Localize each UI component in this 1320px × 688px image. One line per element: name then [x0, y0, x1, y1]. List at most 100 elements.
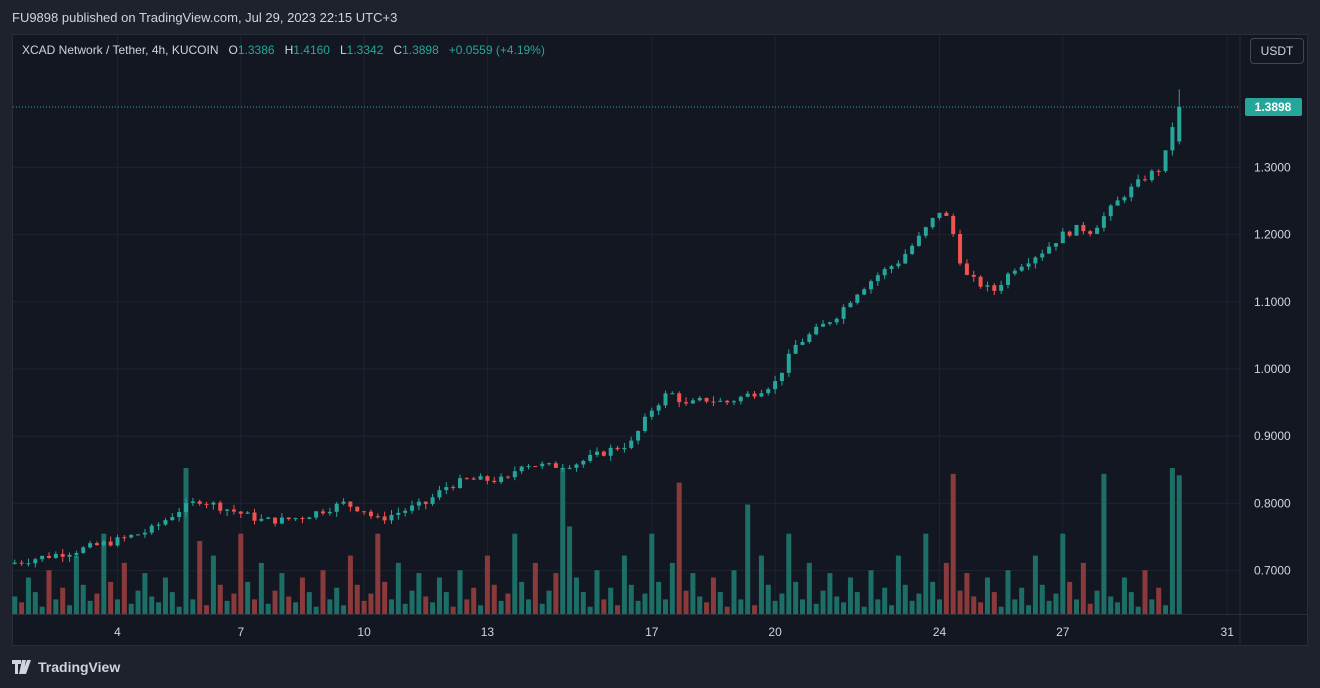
- volume-bar: [94, 593, 100, 614]
- candle-body: [951, 215, 956, 234]
- candle-body: [273, 517, 278, 524]
- candle-body: [595, 451, 599, 455]
- open-label: O: [228, 43, 238, 57]
- x-tick-label: 27: [1056, 625, 1070, 639]
- candle-body: [1136, 179, 1141, 187]
- volume-bar: [519, 581, 525, 614]
- candle-body: [773, 381, 778, 390]
- candle-body: [382, 516, 387, 521]
- volume-bar: [1087, 603, 1093, 614]
- volume-bar: [1074, 599, 1079, 614]
- candle-body: [170, 517, 175, 521]
- x-tick-label: 31: [1221, 625, 1235, 639]
- currency-button[interactable]: USDT: [1250, 38, 1304, 64]
- volume-bar: [690, 573, 696, 614]
- volume-bar: [354, 584, 360, 614]
- volume-bar: [868, 570, 874, 614]
- candle-body: [834, 318, 839, 323]
- volume-bar: [443, 592, 449, 614]
- candle-body: [348, 501, 353, 507]
- volume-bar: [231, 593, 237, 614]
- candle-body: [684, 402, 689, 404]
- candle-body: [896, 263, 901, 267]
- time-axis: 4 7 10 13 17 20 24 27 31: [114, 625, 1234, 639]
- volume-bar: [272, 590, 278, 614]
- volume-bar: [683, 590, 689, 614]
- candle-body: [916, 235, 921, 246]
- candle-body: [451, 487, 456, 489]
- volume-bar: [957, 590, 963, 614]
- candle-body: [889, 266, 894, 270]
- candle-body: [752, 393, 757, 397]
- close-value: 1.3898: [402, 43, 439, 57]
- volume-bar: [1101, 473, 1107, 614]
- volume-bar: [663, 599, 668, 614]
- volume-bar: [416, 573, 422, 614]
- candle-body: [512, 471, 517, 478]
- volume-bar: [430, 602, 436, 614]
- candle-body: [355, 506, 360, 512]
- volume-bar: [142, 573, 148, 614]
- candle-body: [197, 501, 202, 504]
- volume-bar: [341, 605, 347, 614]
- tradingview-footer[interactable]: TradingView: [12, 659, 120, 675]
- y-tick-label: 0.8000: [1254, 496, 1291, 510]
- volume-bar: [827, 573, 833, 614]
- candle-body: [108, 541, 113, 546]
- candle-body: [711, 401, 716, 403]
- volume-bar: [738, 599, 744, 614]
- volume-bar: [553, 573, 559, 614]
- volume-bar: [108, 581, 114, 614]
- volume-bar: [375, 533, 381, 614]
- candle-body: [307, 517, 312, 520]
- candle-body: [677, 393, 682, 403]
- x-tick-label: 20: [768, 625, 782, 639]
- candle-body: [1067, 231, 1072, 236]
- candle-body: [1074, 224, 1079, 236]
- volume-bar: [834, 596, 840, 614]
- candle-body: [101, 541, 106, 546]
- candle-body: [821, 323, 826, 327]
- volume-bar: [573, 577, 579, 614]
- candle-body: [656, 405, 661, 411]
- volume-bar: [937, 599, 942, 614]
- volume-bar: [1080, 562, 1086, 614]
- volume-bar: [87, 600, 93, 614]
- candle-body: [1095, 227, 1100, 234]
- chart-frame[interactable]: [12, 34, 1308, 646]
- volume-bar: [53, 599, 59, 614]
- candle-body: [759, 393, 764, 397]
- candle-body: [238, 511, 243, 514]
- candle-body: [19, 562, 24, 564]
- candle-body: [416, 501, 421, 506]
- volume-bar: [450, 606, 456, 614]
- volume-bar: [608, 587, 614, 614]
- last-price-line: 1.3898: [13, 98, 1302, 117]
- volume-bar: [32, 592, 38, 614]
- candle-body: [903, 253, 908, 264]
- candle-body: [779, 372, 784, 382]
- candle-body: [423, 501, 428, 504]
- last-price-label: 1.3898: [1255, 100, 1292, 114]
- candle-body: [1163, 150, 1168, 172]
- volume-bar: [382, 581, 388, 614]
- candle-body: [622, 447, 627, 450]
- volume-bar: [512, 533, 518, 614]
- candle-body: [574, 464, 579, 468]
- candle-body: [1053, 243, 1058, 247]
- candle-body: [252, 512, 257, 521]
- published-caption: FU9898 published on TradingView.com, Jul…: [12, 10, 398, 25]
- candle-body: [992, 285, 997, 291]
- candle-body: [807, 334, 812, 342]
- volume-bar: [128, 603, 134, 614]
- candle-body: [444, 487, 449, 491]
- last-price-badge: [1245, 98, 1302, 117]
- candle-body: [53, 553, 58, 558]
- candle-body: [40, 555, 45, 560]
- candle-body: [547, 463, 552, 465]
- candle-body: [231, 509, 236, 512]
- volume-bar: [183, 468, 189, 614]
- volume-bar: [669, 562, 675, 614]
- volume-bar: [601, 599, 607, 614]
